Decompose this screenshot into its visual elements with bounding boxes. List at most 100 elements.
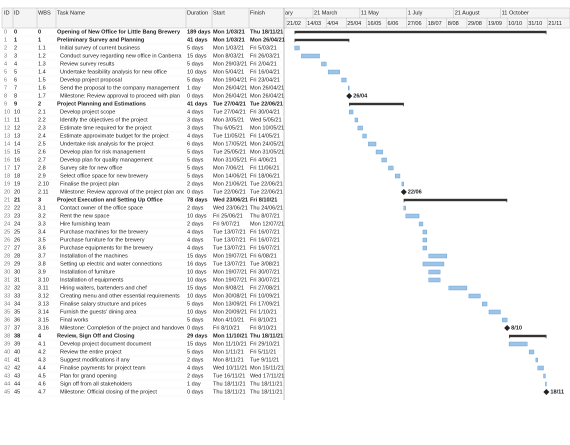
wbs: 1.7 bbox=[38, 93, 46, 99]
timescale-label: 21 March bbox=[314, 10, 337, 16]
wbs: 2.5 bbox=[38, 141, 46, 147]
start: Mon 1/11/21 bbox=[213, 349, 244, 355]
row-number: 20 bbox=[4, 189, 10, 195]
finish: Fri 8/10/21 bbox=[250, 325, 277, 331]
task-bar bbox=[368, 141, 377, 147]
wbs: 1.3 bbox=[38, 61, 46, 67]
task-id: 34 bbox=[14, 301, 20, 307]
task-names: Opening of New Office for Little Bang Br… bbox=[57, 29, 184, 395]
task-name: Furnish the guests' dining area bbox=[60, 309, 137, 315]
row-number: 8 bbox=[4, 93, 7, 99]
start: Mon 29/03/21 bbox=[213, 61, 247, 67]
task-name: Review the entire project bbox=[60, 349, 122, 355]
start: Mon 9/08/21 bbox=[213, 285, 244, 291]
row-number: 28 bbox=[4, 253, 10, 259]
row-number: 12 bbox=[4, 125, 10, 131]
summary-bar bbox=[294, 38, 350, 42]
task-id: 32 bbox=[14, 285, 20, 291]
wbs: 3.2 bbox=[38, 213, 46, 219]
task-bar bbox=[394, 173, 401, 179]
row-number: 35 bbox=[4, 309, 10, 315]
row-number: 6 bbox=[4, 77, 7, 83]
duration: 4 days bbox=[187, 229, 204, 235]
task-bar bbox=[488, 309, 501, 315]
start: Mon 7/06/21 bbox=[213, 165, 244, 171]
task-name: Select office space for new brewery bbox=[60, 173, 148, 179]
finish: Mon 24/05/21 bbox=[250, 141, 284, 147]
timescale-label: 25/04 bbox=[347, 21, 361, 27]
duration: 10 days bbox=[187, 269, 207, 275]
wbs: 1 bbox=[38, 37, 41, 43]
task-name: Review survey results bbox=[60, 61, 115, 67]
start: Mon 4/10/21 bbox=[213, 317, 244, 323]
finish: Fri 5/11/21 bbox=[250, 349, 276, 355]
finish: Mon 10/05/21 bbox=[250, 125, 284, 131]
wbs: 3.12 bbox=[38, 293, 49, 299]
wbs: 3.4 bbox=[38, 229, 46, 235]
task-id: 20 bbox=[14, 189, 20, 195]
start: Mon 11/10/21 bbox=[213, 333, 248, 339]
duration: 29 days bbox=[187, 333, 208, 339]
column-header: Finish bbox=[250, 10, 265, 16]
wbs: 4.2 bbox=[38, 349, 46, 355]
task-id: 17 bbox=[14, 165, 20, 171]
task-id: 2 bbox=[14, 45, 17, 51]
task-name: Finalise the project plan bbox=[60, 181, 119, 187]
task-bar bbox=[388, 165, 394, 171]
duration: 5 days bbox=[187, 149, 204, 155]
duration: 2 days bbox=[187, 221, 204, 227]
row-number: 21 bbox=[4, 197, 10, 203]
task-name: Identify the objectives of the project bbox=[60, 117, 148, 123]
duration: 15 days bbox=[187, 253, 207, 259]
finish: Thu 8/07/21 bbox=[250, 213, 280, 219]
wbs: 3.15 bbox=[38, 317, 49, 323]
task-bar bbox=[468, 293, 481, 299]
task-id: 22 bbox=[14, 205, 20, 211]
task-bar bbox=[327, 69, 340, 75]
task-id: 26 bbox=[14, 237, 20, 243]
row-number: 43 bbox=[4, 373, 10, 379]
wbs: 3.3 bbox=[38, 221, 46, 227]
start: Wed 10/11/21 bbox=[213, 365, 247, 371]
timescale-label: 6/06 bbox=[388, 21, 399, 27]
row-number: 19 bbox=[4, 181, 10, 187]
task-bar bbox=[405, 213, 420, 219]
row-number: 27 bbox=[4, 245, 10, 251]
task-id: 24 bbox=[14, 221, 20, 227]
row-number: 39 bbox=[4, 341, 10, 347]
task-name: Installation of furniture bbox=[60, 269, 115, 275]
task-name: Develop project document document bbox=[60, 341, 152, 347]
duration: 4 days bbox=[187, 237, 204, 243]
task-bar bbox=[543, 373, 546, 379]
row-number: 1 bbox=[4, 37, 7, 43]
duration: 4 days bbox=[187, 365, 204, 371]
duration: 5 days bbox=[187, 61, 204, 67]
row-number: 44 bbox=[4, 381, 10, 387]
start: Mon 19/07/21 bbox=[213, 253, 247, 259]
task-bar bbox=[354, 117, 359, 123]
start: Mon 1/03/21 bbox=[213, 37, 245, 43]
timescale-label: 14/03 bbox=[307, 21, 321, 27]
milestone bbox=[400, 189, 407, 195]
task-name: Plan for grand opening bbox=[60, 373, 117, 379]
wbs: 3.5 bbox=[38, 237, 46, 243]
task-name: Purchase machines for the brewery bbox=[60, 229, 148, 235]
task-bar bbox=[428, 253, 448, 259]
start: Mon 14/06/21 bbox=[213, 173, 247, 179]
start: Mon 19/07/21 bbox=[213, 269, 247, 275]
task-bar bbox=[357, 125, 363, 131]
column-header: ID bbox=[14, 10, 20, 16]
duration: 0 days bbox=[187, 93, 204, 99]
task-id: 41 bbox=[14, 357, 20, 363]
task-name: Initial survey of current business bbox=[60, 45, 140, 51]
duration: 5 days bbox=[187, 349, 204, 355]
duration: 10 days bbox=[187, 213, 207, 219]
wbs: 1.6 bbox=[38, 85, 46, 91]
wbs: 3.6 bbox=[38, 245, 46, 251]
start: Mon 19/07/21 bbox=[213, 277, 247, 283]
duration: 6 days bbox=[187, 141, 204, 147]
task-id: 7 bbox=[14, 85, 17, 91]
wbs: 3.16 bbox=[38, 325, 49, 331]
start: Mon 13/09/21 bbox=[213, 301, 247, 307]
